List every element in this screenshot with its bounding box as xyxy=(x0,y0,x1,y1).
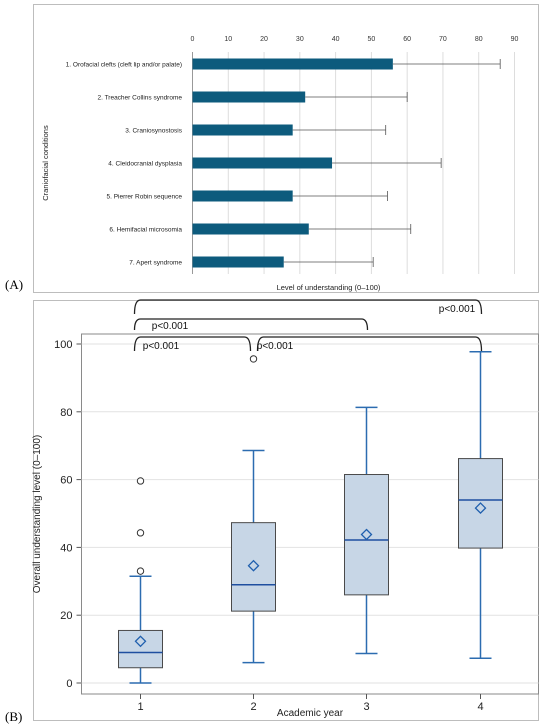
bar xyxy=(192,124,293,136)
y-tick-label: 40 xyxy=(60,542,72,554)
box xyxy=(344,474,389,596)
plot-area-frame xyxy=(81,333,539,695)
y-tick-label: 80 xyxy=(60,407,72,419)
mean-marker xyxy=(474,502,487,514)
category-label: 7. Apert syndrome xyxy=(129,260,182,267)
bar xyxy=(192,91,306,103)
y-tick-label: 20 xyxy=(60,610,72,622)
bar xyxy=(192,256,284,268)
panel-a-frame xyxy=(33,4,539,293)
x-axis-title: Academic year xyxy=(277,708,344,719)
x-tick-label: 0 xyxy=(191,36,195,43)
category-label: 2. Treacher Collins syndrome xyxy=(97,95,182,102)
significance-label: p<0.001 xyxy=(143,341,180,352)
x-tick-label: 1 xyxy=(137,701,143,713)
bar xyxy=(192,58,393,70)
x-tick-label: 4 xyxy=(477,701,483,713)
x-tick-label: 70 xyxy=(439,36,447,43)
bar xyxy=(192,157,333,169)
significance-bracket xyxy=(256,336,483,352)
x-tick-label: 30 xyxy=(296,36,304,43)
y-tick-label: 100 xyxy=(54,339,72,351)
x-tick-label: 3 xyxy=(363,701,369,713)
x-tick-label: 50 xyxy=(367,36,375,43)
y-tick-label: 60 xyxy=(60,475,72,487)
significance-bracket xyxy=(133,299,483,315)
mean-marker xyxy=(360,528,373,541)
bar xyxy=(192,190,293,202)
panel-a-bar-chart: 0 10 20 30 40 50 60 70 80 90 1. Orofacial clefts (… xyxy=(41,36,518,292)
panel-label-a: (A) xyxy=(5,277,24,292)
outlier-point xyxy=(249,355,258,363)
category-label: 5. Pierrer Robin sequence xyxy=(106,194,182,201)
outlier-point xyxy=(136,477,145,485)
category-label: 1. Orofacial clefts (cleft lip and/or pa… xyxy=(66,62,182,69)
category-label: 4. Cleidocranial dysplasia xyxy=(108,161,182,168)
significance-bracket xyxy=(133,318,369,331)
panel-label-b: (B) xyxy=(5,709,23,724)
x-tick-label: 2 xyxy=(250,701,256,713)
significance-label: p<0.001 xyxy=(152,321,189,332)
x-tick-label: 90 xyxy=(511,36,519,43)
box xyxy=(231,522,276,612)
y-axis-title: Craniofacial conditions xyxy=(41,125,50,201)
x-tick-label: 10 xyxy=(224,36,232,43)
y-axis-title: Overall understanding level (0–100) xyxy=(32,435,43,593)
significance-label: p<0.001 xyxy=(257,341,294,352)
mean-marker xyxy=(247,559,260,572)
x-tick-label: 20 xyxy=(260,36,268,43)
x-tick-label: 60 xyxy=(403,36,411,43)
x-axis-title: Level of understanding (0–100) xyxy=(277,283,381,292)
category-label: 3. Craniosynostosis xyxy=(125,128,182,135)
significance-label: p<0.001 xyxy=(439,304,476,315)
panel-b-box-plot: 0 20 40 60 80 100 1 2 3 4 Academic year Overall und… xyxy=(32,299,539,719)
outlier-point xyxy=(136,529,145,537)
bar xyxy=(192,223,309,235)
mean-marker xyxy=(134,635,147,648)
y-tick-label: 0 xyxy=(66,678,72,690)
outlier-point xyxy=(136,567,145,575)
category-label: 6. Hemifacial microsomia xyxy=(109,227,182,234)
significance-bracket xyxy=(133,336,252,352)
x-tick-label: 80 xyxy=(475,36,483,43)
x-tick-label: 40 xyxy=(332,36,340,43)
